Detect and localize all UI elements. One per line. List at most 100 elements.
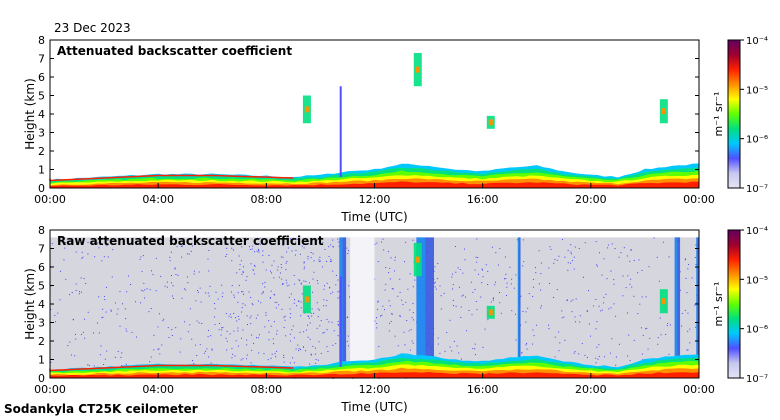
- noise-speck: [319, 325, 321, 327]
- noise-speck: [401, 299, 403, 301]
- noise-speck: [317, 282, 319, 284]
- noise-speck: [319, 260, 321, 262]
- noise-speck: [276, 333, 278, 335]
- noise-speck: [270, 270, 272, 272]
- noise-speck: [153, 349, 155, 351]
- noise-speck: [157, 348, 159, 350]
- noise-speck: [405, 301, 407, 303]
- noise-speck: [596, 321, 598, 323]
- noise-speck: [337, 321, 339, 323]
- noise-speck: [253, 251, 255, 253]
- noise-speck: [627, 312, 629, 314]
- noise-speck: [174, 267, 176, 269]
- noise-speck: [106, 350, 108, 352]
- noise-speck: [80, 333, 82, 335]
- noise-speck: [183, 288, 185, 290]
- noise-speck: [323, 331, 325, 333]
- noise-speck: [332, 245, 334, 247]
- noise-speck: [332, 291, 334, 293]
- noise-speck: [75, 251, 77, 253]
- noise-speck: [268, 339, 270, 341]
- noise-speck: [303, 280, 305, 282]
- noise-speck: [242, 291, 244, 293]
- noise-speck: [235, 340, 237, 342]
- noise-speck: [282, 245, 284, 247]
- noise-speck: [535, 267, 537, 269]
- noise-speck: [376, 242, 378, 244]
- noise-speck: [312, 291, 314, 293]
- noise-speck: [389, 278, 391, 280]
- noise-speck: [385, 283, 387, 285]
- noise-speck: [347, 345, 349, 347]
- noise-speck: [570, 300, 572, 302]
- noise-speck: [252, 304, 254, 306]
- noise-speck: [464, 248, 466, 250]
- noise-speck: [492, 297, 494, 299]
- noise-speck: [681, 312, 683, 314]
- noise-speck: [313, 271, 315, 273]
- noise-speck: [257, 337, 259, 339]
- noise-speck: [280, 256, 282, 258]
- noise-speck: [155, 257, 157, 259]
- noise-speck: [399, 315, 401, 317]
- noise-speck: [298, 348, 300, 350]
- noise-speck: [82, 256, 84, 258]
- noise-speck: [250, 296, 252, 298]
- noise-speck: [523, 261, 525, 263]
- noise-speck: [242, 237, 244, 239]
- noise-speck: [188, 253, 190, 255]
- noise-speck: [653, 237, 655, 239]
- noise-speck: [280, 263, 282, 265]
- noise-speck: [472, 291, 474, 293]
- noise-speck: [326, 318, 328, 320]
- noise-speck: [231, 285, 233, 287]
- noise-speck: [458, 286, 460, 288]
- noise-speck: [626, 255, 628, 257]
- noise-speck: [536, 324, 538, 326]
- x-tick-label: 04:00: [142, 193, 174, 206]
- noise-speck: [300, 307, 302, 309]
- noise-speck: [573, 268, 575, 270]
- noise-speck: [284, 315, 286, 317]
- noise-speck: [172, 285, 174, 287]
- noise-speck: [75, 333, 77, 335]
- cloud-core: [415, 66, 420, 73]
- noise-speck: [248, 246, 250, 248]
- noise-speck: [567, 250, 569, 252]
- noise-speck: [201, 322, 203, 324]
- noise-speck: [155, 290, 157, 292]
- noise-speck: [311, 315, 313, 317]
- noise-speck: [125, 363, 127, 365]
- noise-speck: [300, 315, 302, 317]
- above-range-band: [50, 230, 699, 238]
- x-tick-label: 00:00: [34, 193, 66, 206]
- noise-speck: [200, 301, 202, 303]
- noise-speck: [452, 299, 454, 301]
- noise-speck: [96, 243, 98, 245]
- cloud-core: [304, 296, 309, 303]
- noise-speck: [549, 246, 551, 248]
- noise-speck: [322, 266, 324, 268]
- noise-speck: [171, 282, 173, 284]
- noise-speck: [161, 344, 163, 346]
- noise-speck: [394, 259, 396, 261]
- noise-speck: [385, 267, 387, 269]
- noise-speck: [601, 274, 603, 276]
- noise-speck: [116, 313, 118, 315]
- noise-speck: [307, 315, 309, 317]
- noise-speck: [538, 283, 540, 285]
- noise-speck: [98, 332, 100, 334]
- noise-speck: [105, 286, 107, 288]
- noise-speck: [553, 262, 555, 264]
- noise-speck: [474, 269, 476, 271]
- noise-speck: [69, 341, 71, 343]
- noise-speck: [293, 362, 295, 364]
- noise-speck: [574, 316, 576, 318]
- noise-speck: [189, 238, 191, 240]
- noise-speck: [81, 257, 83, 259]
- noise-speck: [326, 261, 328, 263]
- noise-speck: [146, 288, 148, 290]
- noise-speck: [241, 246, 243, 248]
- noise-speck: [288, 296, 290, 298]
- noise-speck: [527, 307, 529, 309]
